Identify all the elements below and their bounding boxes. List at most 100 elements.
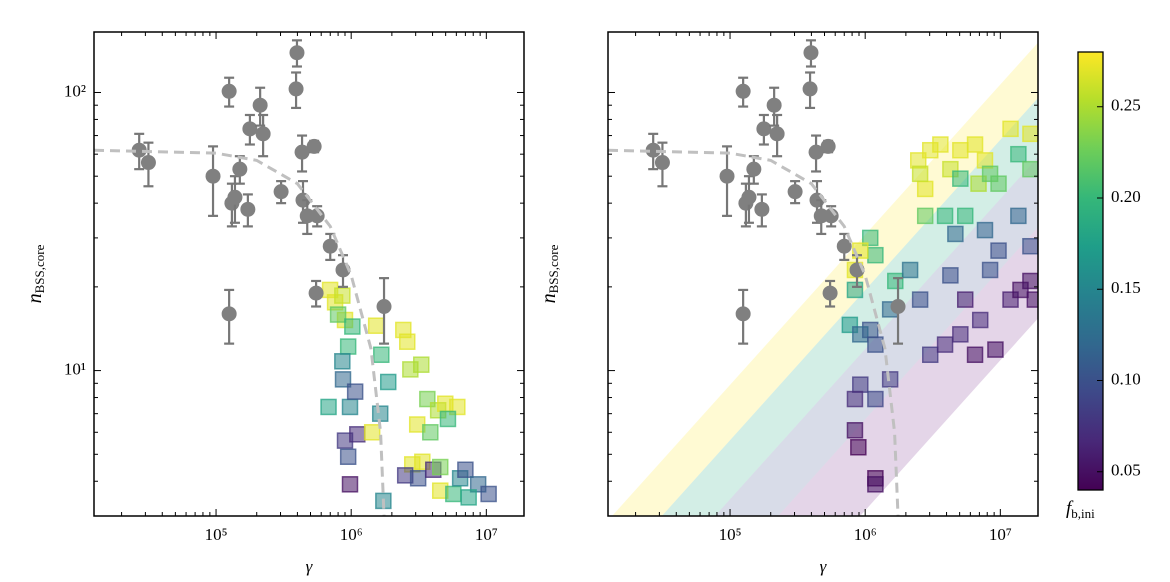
plot-area: [608, 39, 1038, 516]
simulation-marker: [966, 136, 984, 153]
simulation-marker: [1010, 207, 1027, 225]
colorbar-label-sub: b,ini: [1071, 506, 1095, 521]
simulation-marker: [942, 267, 959, 284]
simulation-marker: [932, 136, 949, 153]
observed-point: [802, 81, 818, 97]
simulation-marker: [445, 485, 462, 503]
simulation-marker: [911, 165, 929, 183]
simulation-marker: [947, 225, 964, 243]
simulation-marker: [971, 311, 989, 329]
simulation-marker: [341, 476, 359, 493]
observed-point: [221, 83, 237, 99]
observed-point: [205, 168, 221, 184]
simulation-marker: [846, 422, 864, 439]
colorbar-tick-label: 0.05: [1111, 461, 1141, 480]
model-curve: [94, 148, 386, 516]
simulation-marker: [1022, 125, 1038, 143]
simulation-marker: [887, 272, 904, 290]
simulation-marker: [936, 207, 954, 225]
observed-point: [836, 238, 852, 254]
x-tick-label: 10⁵: [205, 525, 228, 544]
observed-point: [322, 238, 338, 254]
simulation-marker: [346, 383, 364, 400]
observed-point: [242, 121, 258, 137]
simulation-marker: [916, 180, 934, 198]
x-tick-label: 10⁶: [854, 525, 877, 544]
axes-frame: [93, 31, 525, 517]
observed-point: [645, 142, 661, 158]
y-axis-label-sub: BSS,core: [32, 244, 47, 293]
simulation-marker: [379, 373, 397, 391]
x-tick-label: 10⁵: [719, 525, 742, 544]
simulation-marker: [846, 390, 864, 408]
observed-point: [221, 306, 237, 322]
simulation-marker: [881, 371, 899, 388]
simulation-marker: [852, 376, 869, 393]
observed-point: [769, 126, 785, 142]
observed-point: [308, 285, 324, 301]
observed-point: [240, 201, 256, 217]
observed-point: [890, 298, 906, 314]
simulation-marker: [460, 489, 477, 506]
simulation-marker: [867, 476, 884, 493]
y-axis-label: nBSS,core: [538, 244, 561, 303]
observed-point: [227, 189, 243, 205]
simulation-marker: [409, 470, 427, 487]
observed-point: [306, 138, 322, 154]
x-axis-label: γ: [820, 557, 828, 576]
observed-point: [787, 184, 803, 200]
observed-point: [131, 142, 147, 158]
observed-point: [754, 201, 770, 217]
band: [661, 97, 1038, 516]
observed-point: [719, 168, 735, 184]
colorbar-tick-label: 0.15: [1111, 278, 1141, 297]
simulation-marker: [431, 458, 449, 476]
observed-point: [803, 45, 819, 61]
y-axis-label: nBSS,core: [24, 244, 47, 303]
observed-point: [735, 83, 751, 99]
observed-point: [273, 184, 289, 200]
simulation-marker: [976, 221, 994, 239]
simulation-marker: [966, 346, 984, 364]
y-tick-label: 10¹: [64, 359, 86, 378]
simulation-marker: [480, 485, 497, 503]
simulation-marker: [422, 424, 439, 441]
simulation-marker: [1026, 291, 1038, 308]
observed-point: [252, 97, 268, 113]
y-tick-label: 10²: [64, 81, 86, 100]
simulation-marker: [339, 338, 357, 355]
simulation-marker: [911, 291, 929, 308]
colorbar-label-main: f: [1066, 498, 1074, 519]
simulation-marker: [334, 371, 352, 388]
simulation-marker: [987, 341, 1004, 358]
model-curve: [608, 148, 900, 516]
simulation-marker: [852, 326, 869, 343]
x-tick-label: 10⁷: [475, 525, 498, 544]
simulation-marker: [439, 410, 457, 428]
observed-point: [741, 189, 757, 205]
simulation-marker: [329, 306, 347, 323]
simulation-marker: [334, 353, 351, 370]
observed-point: [294, 144, 310, 160]
observed-point: [376, 298, 392, 314]
simulation-marker: [1022, 160, 1038, 178]
simulation-marker: [339, 448, 357, 465]
simulation-marker: [956, 291, 974, 308]
plot-area: [94, 39, 497, 516]
colorbar-label: fb,ini: [1066, 498, 1095, 521]
observed-point: [735, 306, 751, 322]
simulation-marker: [1002, 120, 1019, 138]
simulation-marker: [320, 398, 337, 416]
colorbar-tick-label: 0.25: [1111, 96, 1141, 115]
observed-point: [808, 144, 824, 160]
x-tick-label: 10⁶: [340, 525, 363, 544]
observed-point: [766, 97, 782, 113]
simulation-marker: [344, 318, 361, 335]
simulation-marker: [867, 390, 884, 408]
simulation-marker: [1022, 237, 1038, 255]
simulation-marker: [981, 261, 999, 279]
y-axis-label-main: n: [538, 293, 560, 303]
colorbar-tick-label: 0.10: [1111, 369, 1141, 388]
simulation-marker: [367, 317, 385, 334]
